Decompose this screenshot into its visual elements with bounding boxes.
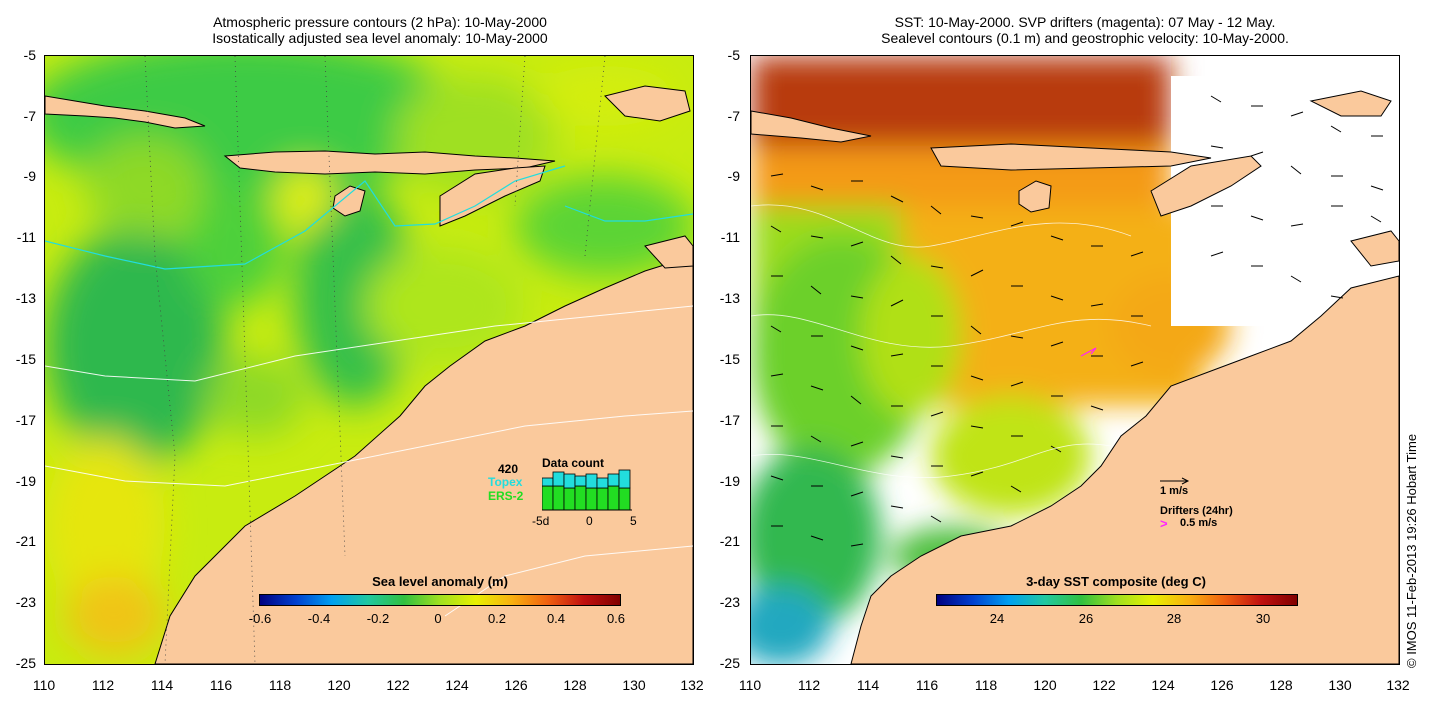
y-tick: -13 <box>15 290 36 306</box>
x-tick: 110 <box>738 677 762 693</box>
y-tick: -25 <box>15 655 36 671</box>
y-tick: -5 <box>727 47 740 63</box>
x-tick: 124 <box>445 677 469 693</box>
colorbar-tick: 30 <box>1255 611 1271 626</box>
y-tick: -19 <box>719 473 740 489</box>
x-tick: 112 <box>797 677 821 693</box>
x-tick: 116 <box>209 677 233 693</box>
colorbar-tick: 0.2 <box>487 611 507 626</box>
colorbar-tick: 24 <box>989 611 1005 626</box>
left-colorbar-label: Sea level anomaly (m) <box>372 574 508 589</box>
x-tick: 112 <box>91 677 115 693</box>
colorbar-tick: 26 <box>1078 611 1094 626</box>
x-tick: 118 <box>268 677 292 693</box>
right-title-line1: SST: 10-May-2000. SVP drifters (magenta)… <box>894 14 1276 30</box>
x-tick: 126 <box>504 677 528 693</box>
x-tick: 122 <box>386 677 410 693</box>
x-tick: 114 <box>856 677 880 693</box>
right-colorbar-label: 3-day SST composite (deg C) <box>1026 574 1206 589</box>
y-tick: -11 <box>720 229 740 245</box>
drifter-track <box>1080 347 1097 357</box>
y-tick: -17 <box>719 412 740 428</box>
x-tick: 122 <box>1092 677 1116 693</box>
drifter-speed-label: 0.5 m/s <box>1180 517 1218 529</box>
x-tick: 130 <box>1328 677 1352 693</box>
sst-colorbar <box>936 594 1298 606</box>
y-tick: -25 <box>719 655 740 671</box>
x-tick: 118 <box>974 677 998 693</box>
y-tick: -7 <box>23 108 36 124</box>
y-tick: -9 <box>727 168 740 184</box>
y-tick: -9 <box>23 168 36 184</box>
inset-xtick: 5 <box>630 514 637 528</box>
data-count-value: 420 <box>498 462 519 476</box>
sea-level-anomaly-field <box>45 56 693 664</box>
x-tick: 130 <box>622 677 646 693</box>
topex-label: Topex <box>488 475 523 489</box>
y-tick: -15 <box>719 351 740 367</box>
y-tick: -7 <box>727 108 740 124</box>
y-tick: -5 <box>23 47 36 63</box>
inset-xtick: 0 <box>586 514 593 528</box>
x-tick: 116 <box>915 677 939 693</box>
right-title-line2: Sealevel contours (0.1 m) and geostrophi… <box>881 30 1289 46</box>
sst-field <box>751 56 1399 664</box>
colorbar-tick: 0.6 <box>606 611 626 626</box>
x-tick: 126 <box>1210 677 1234 693</box>
y-tick: -13 <box>719 290 740 306</box>
left-title: Atmospheric pressure contours (2 hPa): 1… <box>60 14 700 46</box>
colorbar-tick: -0.4 <box>307 611 331 626</box>
x-tick: 114 <box>150 677 174 693</box>
colorbar-tick: 28 <box>1166 611 1182 626</box>
y-tick: -23 <box>15 594 36 610</box>
x-tick: 124 <box>1151 677 1175 693</box>
colorbar-tick: 0 <box>434 611 442 626</box>
y-tick: -15 <box>15 351 36 367</box>
velocity-scale-label: 1 m/s <box>1160 485 1189 497</box>
y-tick: -19 <box>15 473 36 489</box>
x-tick: 128 <box>1269 677 1293 693</box>
velocity-scale-arrow <box>1160 477 1190 485</box>
x-tick: 132 <box>1386 677 1410 693</box>
sea-level-colorbar <box>259 594 621 606</box>
x-tick: 110 <box>32 677 56 693</box>
x-tick: 120 <box>1033 677 1057 693</box>
drifters-legend-label: Drifters (24hr) <box>1160 505 1233 517</box>
y-tick: -23 <box>719 594 740 610</box>
x-tick: 120 <box>327 677 351 693</box>
left-title-line1: Atmospheric pressure contours (2 hPa): 1… <box>213 14 547 30</box>
colorbar-tick: -0.6 <box>248 611 272 626</box>
y-tick: -21 <box>719 533 740 549</box>
imos-credit: © IMOS 11-Feb-2013 19:26 Hobart Time <box>1404 433 1419 668</box>
x-tick: 132 <box>680 677 704 693</box>
sea-level-anomaly-map <box>44 55 694 665</box>
ers2-label: ERS-2 <box>488 489 524 503</box>
inset-xtick: -5d <box>532 514 550 528</box>
right-title: SST: 10-May-2000. SVP drifters (magenta)… <box>740 14 1430 46</box>
colorbar-tick: 0.4 <box>546 611 566 626</box>
left-title-line2: Isostatically adjusted sea level anomaly… <box>212 30 548 46</box>
velocity-arrow-field <box>770 95 1384 547</box>
data-count-title: Data count <box>542 456 605 470</box>
y-tick: -17 <box>15 412 36 428</box>
data-count-histogram <box>542 469 632 511</box>
sst-map <box>750 55 1400 665</box>
x-tick: 128 <box>563 677 587 693</box>
colorbar-tick: -0.2 <box>366 611 390 626</box>
y-tick: -21 <box>15 533 36 549</box>
y-tick: -11 <box>16 229 36 245</box>
drifter-chevron-icon: > <box>1160 516 1168 531</box>
